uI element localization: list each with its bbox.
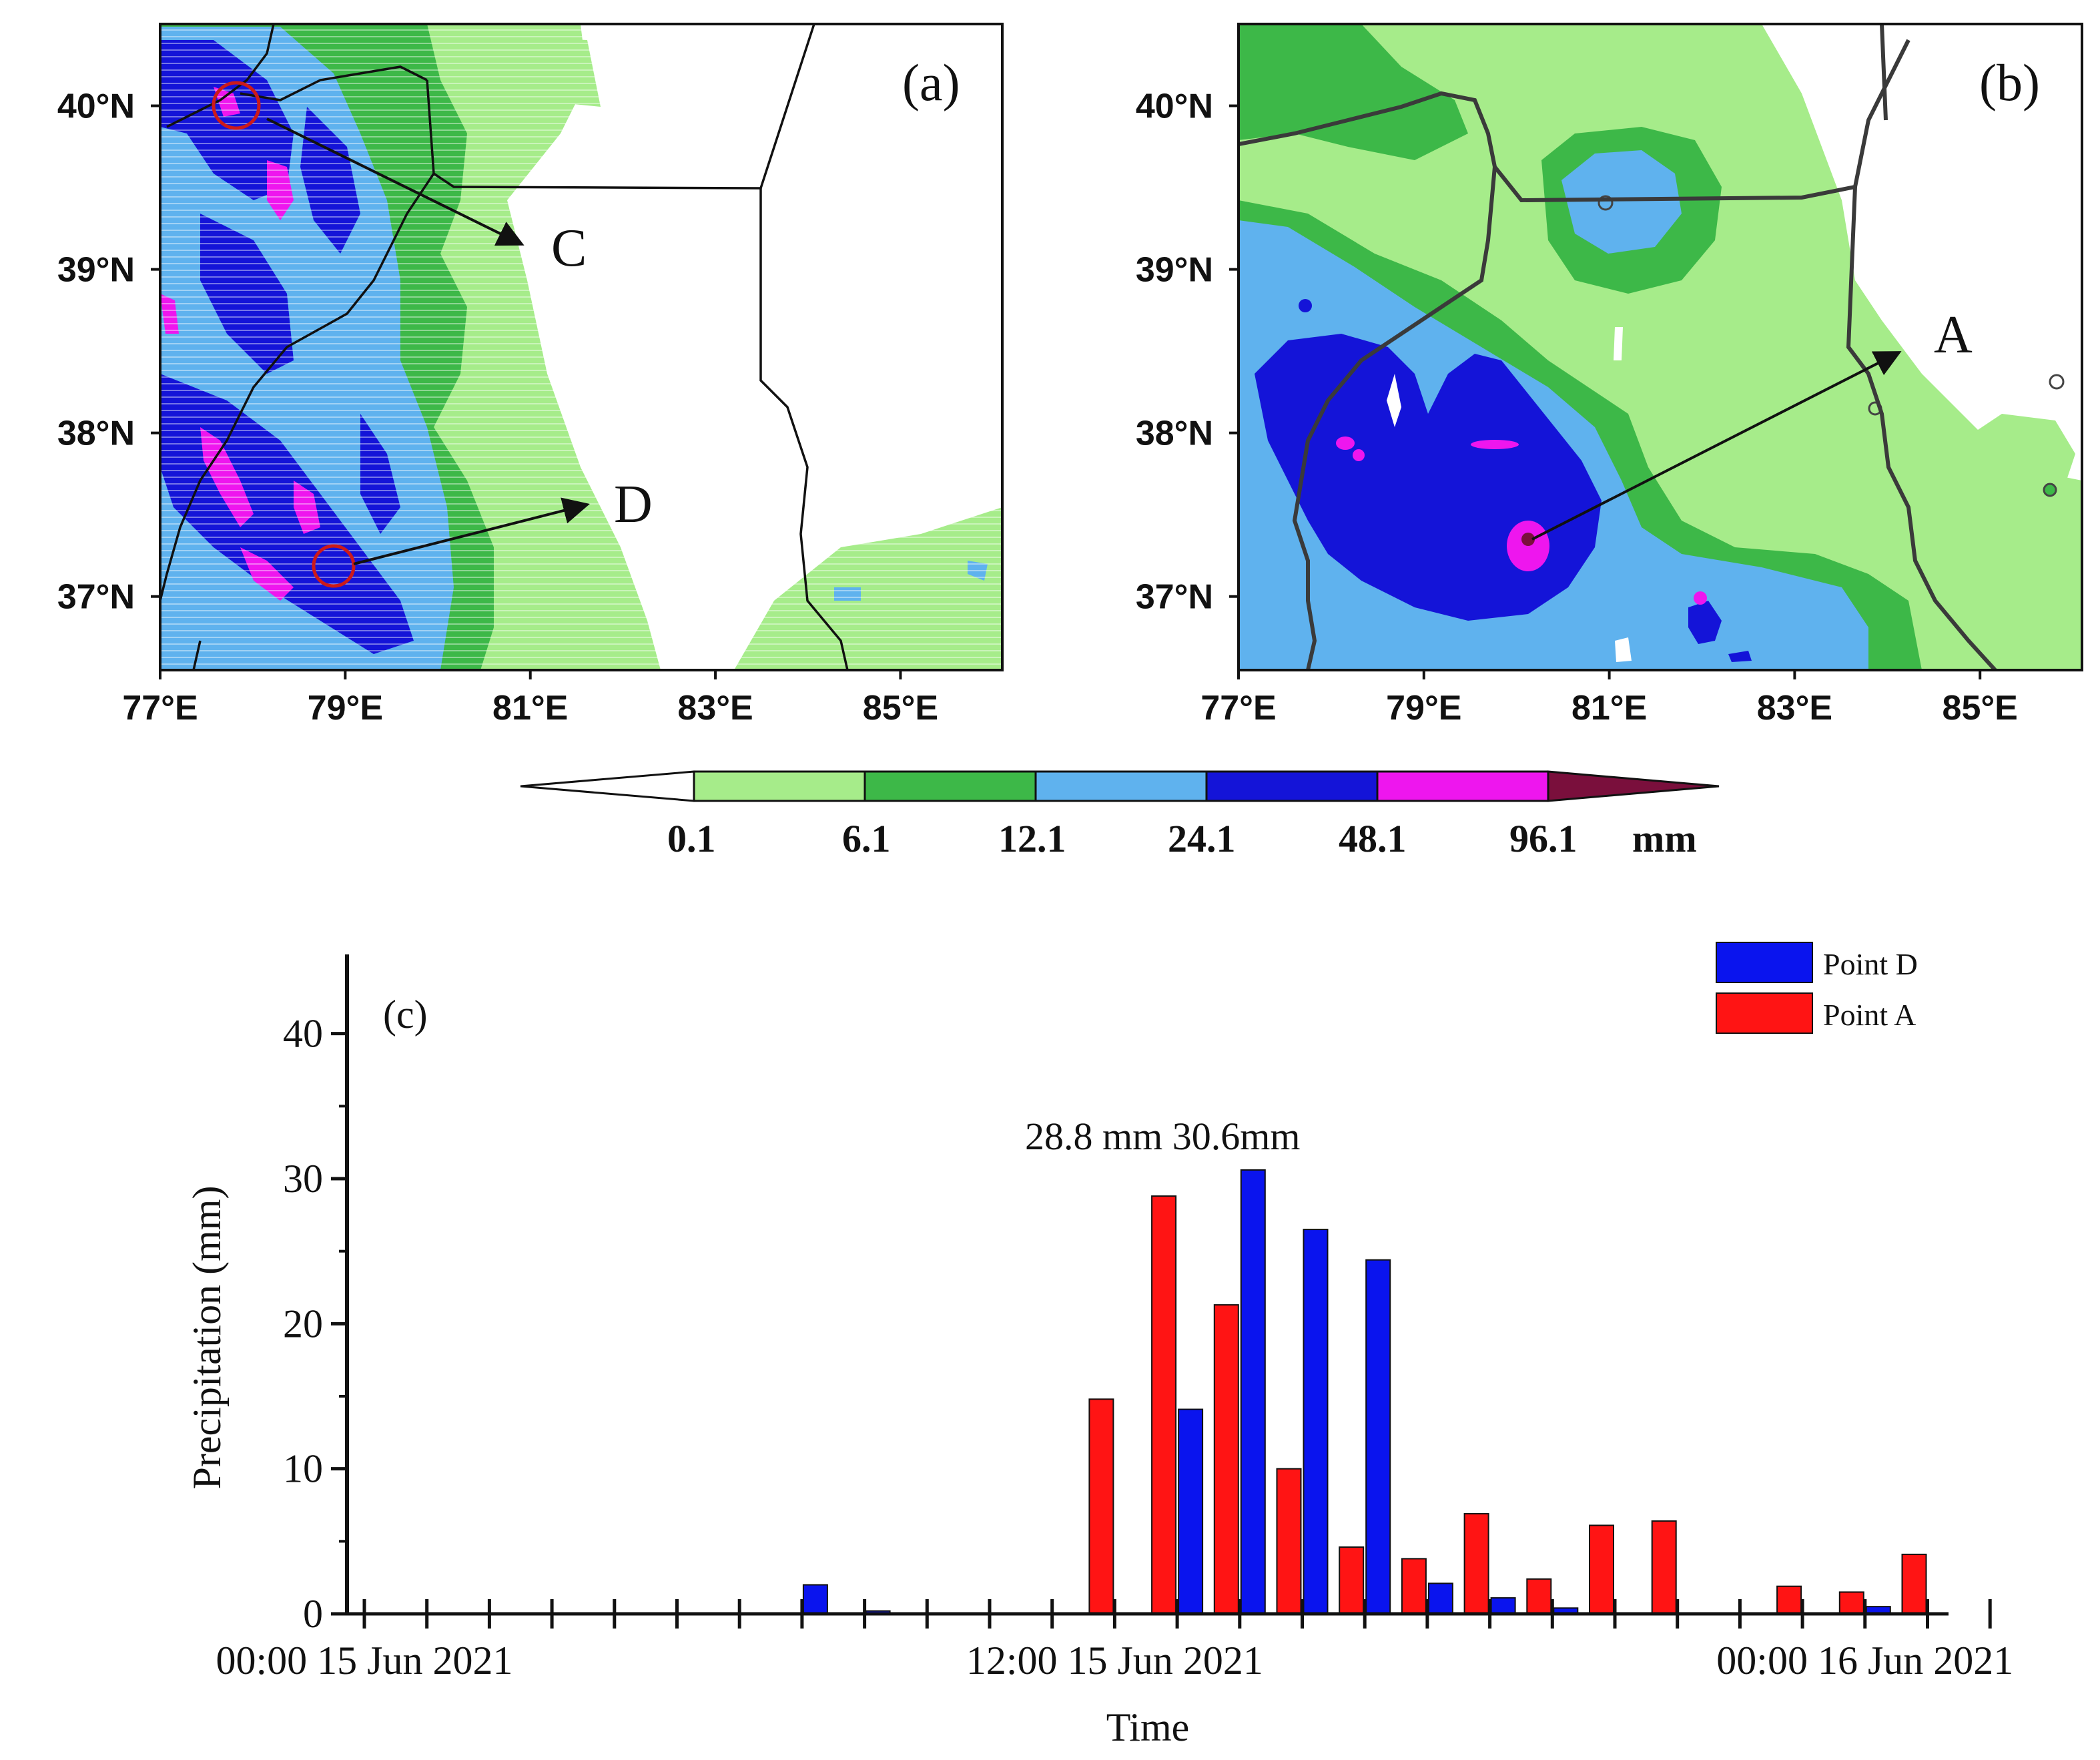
colorbar-bin-5 bbox=[1376, 770, 1549, 802]
legend-label-point-d: Point D bbox=[1823, 947, 1918, 981]
bar-point-a bbox=[1838, 1591, 1864, 1615]
bar-point-d bbox=[1365, 1259, 1391, 1615]
chart-y-tick-label: 0 bbox=[303, 1592, 323, 1636]
chart-x-tick-label: 12:00 15 Jun 2021 bbox=[966, 1639, 1263, 1683]
bar-point-d bbox=[1240, 1169, 1266, 1615]
chart-x-tick-label: 00:00 15 Jun 2021 bbox=[216, 1639, 512, 1683]
map-b-lat-label: 38°N bbox=[1136, 414, 1213, 453]
legend-label-point-a: Point A bbox=[1823, 998, 1916, 1032]
colorbar: 0.1 6.1 12.1 24.1 48.1 96.1 mm bbox=[520, 770, 1720, 860]
point-d-circle bbox=[312, 544, 356, 588]
colorbar-label-5: 96.1 bbox=[1509, 817, 1578, 860]
map-b-lon-label: 77°E bbox=[1200, 689, 1276, 727]
map-b-lat-label: 37°N bbox=[1136, 578, 1213, 617]
chart-y-axis-title: Precipitation (mm) bbox=[185, 1186, 229, 1490]
colorbar-bin-4 bbox=[1205, 770, 1379, 802]
map-a-lat-label: 38°N bbox=[57, 414, 135, 453]
point-a-label: A bbox=[1934, 306, 1973, 364]
bar-point-a bbox=[1463, 1513, 1489, 1615]
colorbar-label-1: 6.1 bbox=[842, 817, 891, 860]
point-c-circle bbox=[212, 81, 261, 130]
bar-point-a bbox=[1776, 1585, 1802, 1615]
map-b-lon-label: 85°E bbox=[1943, 689, 2018, 727]
chart-bars bbox=[802, 1169, 1927, 1615]
colorbar-label-4: 48.1 bbox=[1339, 817, 1407, 860]
panel-a-label: (a) bbox=[902, 53, 960, 111]
chart-axes: 0 10 20 30 40 00:00 15 Jun 2021 12:00 15 Jun 2… bbox=[216, 954, 2013, 1683]
bar-chart: 0 10 20 30 40 00:00 15 Jun 2021 12:00 15 Jun 2… bbox=[185, 942, 2013, 1749]
colorbar-max-arrow bbox=[1547, 770, 1720, 802]
bar-point-a bbox=[1589, 1524, 1614, 1615]
colorbar-min-arrow bbox=[520, 770, 695, 802]
map-a-lat-label: 40°N bbox=[57, 87, 135, 126]
bar-point-a bbox=[1088, 1398, 1114, 1615]
chart-annotation: 28.8 mm 30.6mm bbox=[1025, 1115, 1300, 1158]
chart-y-tick-label: 40 bbox=[283, 1012, 323, 1056]
bar-point-a bbox=[1526, 1578, 1552, 1615]
map-axis-ticks: 77°E 79°E 81°E 83°E 85°E 40°N 39°N 38°N 37°N 77°E… bbox=[57, 87, 2018, 727]
colorbar-unit: mm bbox=[1632, 817, 1697, 860]
point-d-label: D bbox=[614, 475, 653, 534]
map-a-lat-label: 37°N bbox=[57, 578, 135, 617]
chart-y-tick-label: 20 bbox=[283, 1301, 323, 1346]
map-a-lon-label: 83°E bbox=[677, 689, 753, 727]
chart-y-tick-label: 30 bbox=[283, 1157, 323, 1201]
bar-point-a bbox=[1213, 1304, 1239, 1615]
panel-b-map bbox=[1237, 23, 2083, 671]
map-b-lon-label: 79°E bbox=[1386, 689, 1461, 727]
colorbar-label-3: 24.1 bbox=[1168, 817, 1236, 860]
bar-point-a bbox=[1901, 1553, 1927, 1615]
bar-point-d bbox=[1303, 1229, 1329, 1615]
map-a-lat-label: 39°N bbox=[57, 251, 135, 290]
colorbar-label-2: 12.1 bbox=[998, 817, 1066, 860]
map-b-lat-label: 40°N bbox=[1136, 87, 1213, 126]
bar-point-a bbox=[1401, 1558, 1427, 1615]
map-a-lon-label: 85°E bbox=[863, 689, 938, 727]
bar-point-d bbox=[802, 1584, 828, 1615]
colorbar-bin-1 bbox=[693, 770, 866, 802]
map-a-lon-label: 81°E bbox=[492, 689, 568, 727]
bar-point-a bbox=[1276, 1468, 1302, 1615]
bar-point-a bbox=[1151, 1195, 1177, 1615]
chart-x-tick-label: 00:00 16 Jun 2021 bbox=[1716, 1639, 2013, 1683]
point-c-arrow bbox=[266, 117, 524, 246]
bar-point-a bbox=[1651, 1520, 1677, 1615]
chart-x-axis-title: Time bbox=[1106, 1705, 1190, 1749]
chart-legend: Point D Point A bbox=[1716, 942, 1918, 1034]
colorbar-bin-2 bbox=[863, 770, 1037, 802]
panel-b-label: (b) bbox=[1979, 53, 2040, 111]
legend-swatch-point-d bbox=[1716, 942, 1813, 983]
bar-point-a bbox=[1339, 1546, 1365, 1615]
colorbar-bin-3 bbox=[1034, 770, 1208, 802]
legend-swatch-point-a bbox=[1716, 992, 1813, 1034]
panel-a-map bbox=[159, 23, 1004, 671]
map-b-lat-label: 39°N bbox=[1136, 251, 1213, 290]
colorbar-label-0: 0.1 bbox=[667, 817, 716, 860]
map-b-lon-label: 83°E bbox=[1757, 689, 1832, 727]
map-a-lon-label: 79°E bbox=[308, 689, 383, 727]
map-a-lon-label: 77°E bbox=[122, 689, 198, 727]
chart-panel-label: (c) bbox=[383, 992, 428, 1037]
point-c-label: C bbox=[551, 219, 587, 278]
bar-point-d bbox=[1490, 1597, 1516, 1615]
map-b-lon-label: 81°E bbox=[1571, 689, 1647, 727]
point-a-arrow bbox=[1531, 351, 1902, 541]
bar-point-d bbox=[1427, 1582, 1453, 1615]
bar-point-d bbox=[1178, 1408, 1204, 1615]
point-d-arrow bbox=[353, 497, 590, 565]
chart-y-tick-label: 10 bbox=[283, 1447, 323, 1491]
